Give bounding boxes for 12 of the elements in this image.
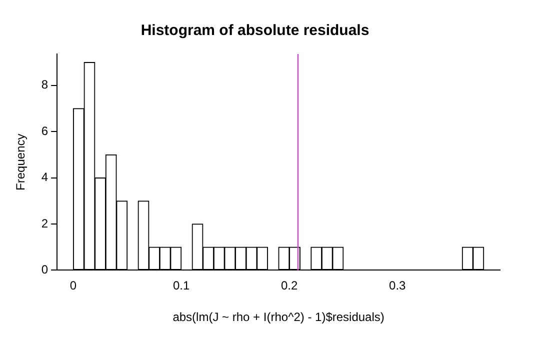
y-tick-label: 6 xyxy=(41,124,48,138)
y-tick-label: 4 xyxy=(41,170,48,184)
x-tick-label: 0.1 xyxy=(172,278,190,293)
y-axis-title: Frequency xyxy=(14,134,28,190)
x-axis-title: abs(lm(J ~ rho + I(rho^2) - 1)$residuals) xyxy=(172,310,384,324)
x-tick-label: 0.2 xyxy=(280,278,298,293)
y-tick-label: 0 xyxy=(41,262,48,277)
x-tick-label: 0 xyxy=(70,278,77,293)
chart-title: Histogram of absolute residuals xyxy=(140,22,370,40)
x-tick-label: 0.3 xyxy=(389,278,406,293)
y-tick-label: 2 xyxy=(41,216,48,230)
y-tick-label: 8 xyxy=(41,78,48,92)
